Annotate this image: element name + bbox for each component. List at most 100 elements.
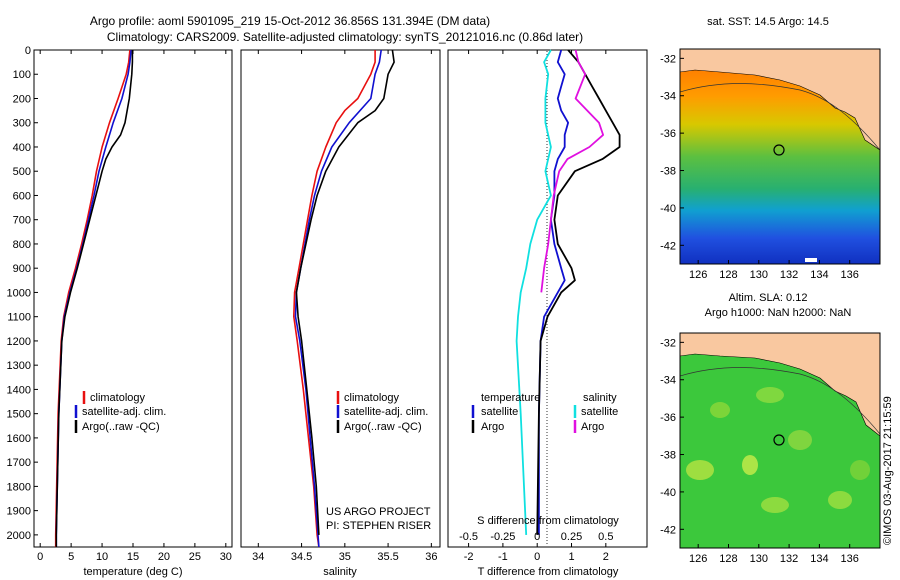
difference-series [515, 49, 621, 535]
s-tick-label: 0.25 [561, 531, 582, 543]
sla-map-xaxis: 126 128 130 132 134 136 [689, 544, 859, 565]
t-difference-xlabel: T difference from climatology [478, 566, 619, 578]
salinity-xaxis: 34 34.5 35 35.5 36 [252, 50, 437, 563]
salinity-series [292, 49, 395, 548]
x-tick-label: 15 [127, 551, 139, 563]
series-line-climatology [292, 50, 376, 548]
argo-location-marker [773, 144, 785, 156]
y-tick-label: 900 [13, 263, 31, 275]
lon-tick-label: 130 [750, 553, 768, 565]
lat-tick-label: -34 [660, 375, 676, 387]
salinity-legend: climatology satellite-adj. clim. Argo(..… [336, 391, 428, 433]
lon-tick-label: 134 [810, 269, 828, 281]
s-tick-label: -0.5 [459, 531, 478, 543]
series-line-argo-raw-qc- [55, 50, 134, 547]
s-difference-ticks: -0.5 -0.25 0 0.25 0.5 [459, 531, 613, 543]
y-tick-label: 300 [13, 118, 31, 130]
lat-tick-label: -38 [660, 166, 676, 178]
lon-tick-label: 132 [780, 269, 798, 281]
temperature-series [54, 49, 134, 547]
temperature-xlabel: temperature (deg C) [83, 566, 182, 578]
legend-argo: Argo(..raw -QC) [82, 421, 160, 433]
lon-tick-label: 128 [719, 553, 737, 565]
sla-map-panel: Altim. SLA: 0.12 Argo h1000: NaN h2000: … [660, 292, 881, 565]
y-tick-label: 100 [13, 69, 31, 81]
y-tick-label: 1000 [7, 287, 31, 299]
y-tick-label: 800 [13, 239, 31, 251]
project-annotation: US ARGO PROJECT [326, 506, 431, 518]
argo-location-marker [773, 434, 785, 446]
x-tick-label: -2 [464, 551, 474, 563]
legend-sal-argo: Argo [581, 421, 604, 433]
lat-tick-label: -36 [660, 412, 676, 424]
y-tick-label: 500 [13, 166, 31, 178]
sla-map-yaxis: -32 -34 -36 -38 -40 -42 [660, 337, 684, 536]
sla-map-title: Altim. SLA: 0.12 [729, 292, 808, 304]
s-difference-label: S difference from climatology [477, 515, 619, 527]
sla-map-image [680, 333, 880, 548]
legend-climatology: climatology [344, 392, 400, 404]
x-tick-label: 20 [158, 551, 170, 563]
difference-panel: -2 -1 0 1 2 temperature salinity satellite A… [447, 49, 648, 578]
lon-tick-label: 134 [810, 553, 828, 565]
lat-tick-label: -32 [660, 53, 676, 65]
x-tick-label: 2 [603, 551, 609, 563]
x-tick-label: 35 [339, 551, 351, 563]
x-tick-label: 25 [189, 551, 201, 563]
y-tick-label: 1800 [7, 481, 31, 493]
lat-tick-label: -34 [660, 91, 676, 103]
figure-title-line1: Argo profile: aoml 5901095_219 15-Oct-20… [90, 14, 490, 28]
series-line-temperature-satellite [538, 49, 569, 535]
imos-credit: ©IMOS 03-Aug-2017 21:15:59 [882, 396, 894, 545]
difference-legend: temperature salinity satellite Argo sate… [471, 392, 618, 433]
lon-tick-label: 130 [750, 269, 768, 281]
lat-tick-label: -32 [660, 337, 676, 349]
y-tick-label: 2000 [7, 530, 31, 542]
sst-map-frame [679, 48, 881, 265]
y-tick-label: 1500 [7, 409, 31, 421]
lat-tick-label: -42 [660, 240, 676, 252]
series-line-argo-raw-qc- [295, 49, 395, 535]
series-line-temperature-argo [536, 49, 621, 535]
sla-map-subtitle: Argo h1000: NaN h2000: NaN [705, 307, 852, 319]
x-tick-label: 35.5 [377, 551, 398, 563]
legend-sal-satellite: satellite [581, 406, 618, 418]
s-tick-label: -0.25 [490, 531, 515, 543]
y-tick-label: 1900 [7, 506, 31, 518]
sst-map-xaxis: 126 128 130 132 134 136 [689, 260, 859, 281]
lon-tick-label: 136 [841, 269, 859, 281]
series-line-salinity-satellite [515, 49, 552, 535]
x-tick-label: 34.5 [291, 551, 312, 563]
lat-tick-label: -42 [660, 524, 676, 536]
y-tick-label: 1600 [7, 433, 31, 445]
difference-plot-frame [447, 49, 648, 548]
salinity-plot-frame [240, 49, 441, 548]
temperature-plot-frame [33, 49, 233, 548]
x-tick-label: 1 [568, 551, 574, 563]
x-tick-label: 34 [252, 551, 264, 563]
s-tick-label: 0.5 [598, 531, 613, 543]
y-tick-label: 700 [13, 215, 31, 227]
y-tick-label: 400 [13, 142, 31, 154]
legend-temperature-title: temperature [481, 392, 540, 404]
lat-tick-label: -38 [660, 450, 676, 462]
sst-map-yaxis: -32 -34 -36 -38 -40 -42 [660, 53, 684, 252]
sst-map-panel: sat. SST: 14.5 Argo: 14.5 -32 -34 -36 -38 -4… [660, 16, 881, 281]
legend-satellite-adj: satellite-adj. clim. [344, 406, 428, 418]
y-tick-label: 200 [13, 93, 31, 105]
salinity-xlabel: salinity [323, 566, 357, 578]
sst-map-image [680, 49, 880, 264]
x-tick-label: 0 [37, 551, 43, 563]
x-tick-label: 30 [220, 551, 232, 563]
lon-tick-label: 136 [841, 553, 859, 565]
x-tick-label: 0 [534, 551, 540, 563]
figure-title-line2: Climatology: CARS2009. Satellite-adjuste… [107, 30, 583, 44]
legend-temp-satellite: satellite [481, 406, 518, 418]
sla-map-frame [679, 332, 881, 549]
legend-argo: Argo(..raw -QC) [344, 421, 422, 433]
series-line-satellite-adj-clim- [294, 49, 382, 548]
legend-salinity-title: salinity [583, 392, 617, 404]
legend-satellite-adj: satellite-adj. clim. [82, 406, 166, 418]
legend-climatology: climatology [90, 392, 146, 404]
lon-tick-label: 132 [780, 553, 798, 565]
